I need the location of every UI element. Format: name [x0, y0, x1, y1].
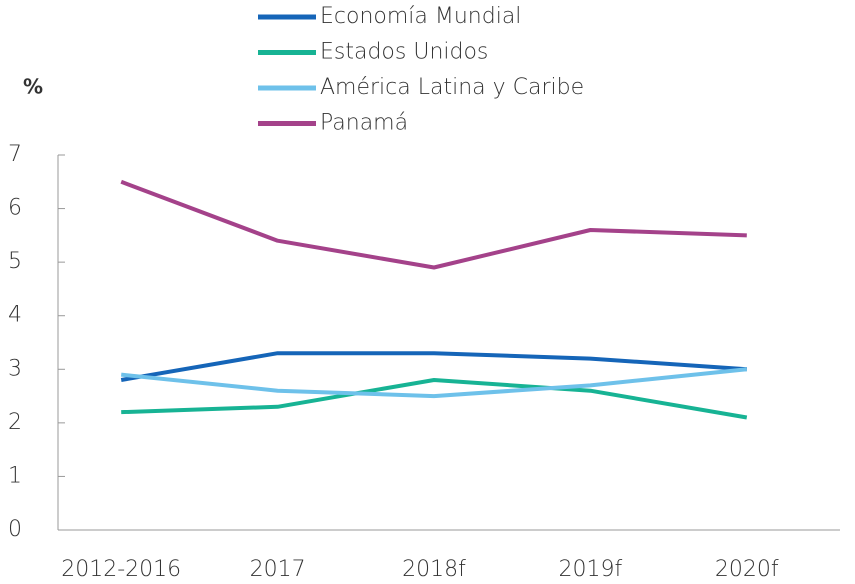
legend-label: Panamá: [320, 111, 408, 136]
y-tick-label: 5: [8, 249, 22, 274]
x-tick-label: 2017: [250, 557, 306, 582]
x-tick-label: 2012-2016: [61, 557, 181, 582]
legend-label: Estados Unidos: [320, 40, 488, 65]
y-axis-label: %: [23, 75, 43, 99]
y-tick-label: 6: [8, 196, 22, 221]
series-line: [120, 351, 747, 382]
series-line: [120, 179, 747, 270]
x-tick-label: 2019f: [559, 557, 623, 582]
y-tick-label: 1: [8, 463, 22, 488]
legend-label: América Latina y Caribe: [320, 75, 584, 100]
x-tick-label: 2018f: [402, 557, 466, 582]
y-tick-label: 2: [8, 410, 22, 435]
y-tick-label: 0: [8, 517, 22, 542]
y-tick-label: 7: [8, 142, 22, 167]
series-line: [121, 378, 748, 420]
y-tick-label: 4: [8, 303, 22, 328]
y-tick-label: 3: [8, 356, 22, 381]
series-line: [120, 367, 748, 399]
x-tick-label: 2020f: [715, 557, 779, 582]
legend-label: Economía Mundial: [320, 4, 521, 29]
